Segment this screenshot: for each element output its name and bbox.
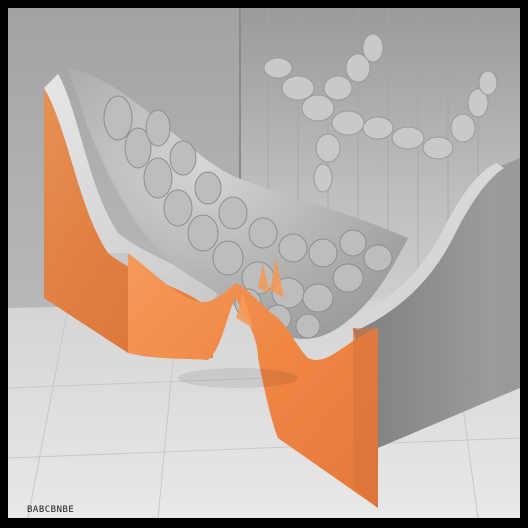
render-scene [8,8,520,518]
branching-rocks [263,33,498,193]
center-orange-face [128,253,378,508]
scene-illustration [8,8,520,518]
right-gray-face [353,173,496,448]
left-block-shade [44,88,128,353]
right-side-block [496,158,520,398]
floor-shadow [178,368,298,388]
canyon-rocks [68,68,408,339]
right-block-top [348,163,504,330]
watermark-caption: BABCBNBE [27,505,75,515]
right-orange-edge [353,328,378,508]
orange-streaks [236,258,284,328]
